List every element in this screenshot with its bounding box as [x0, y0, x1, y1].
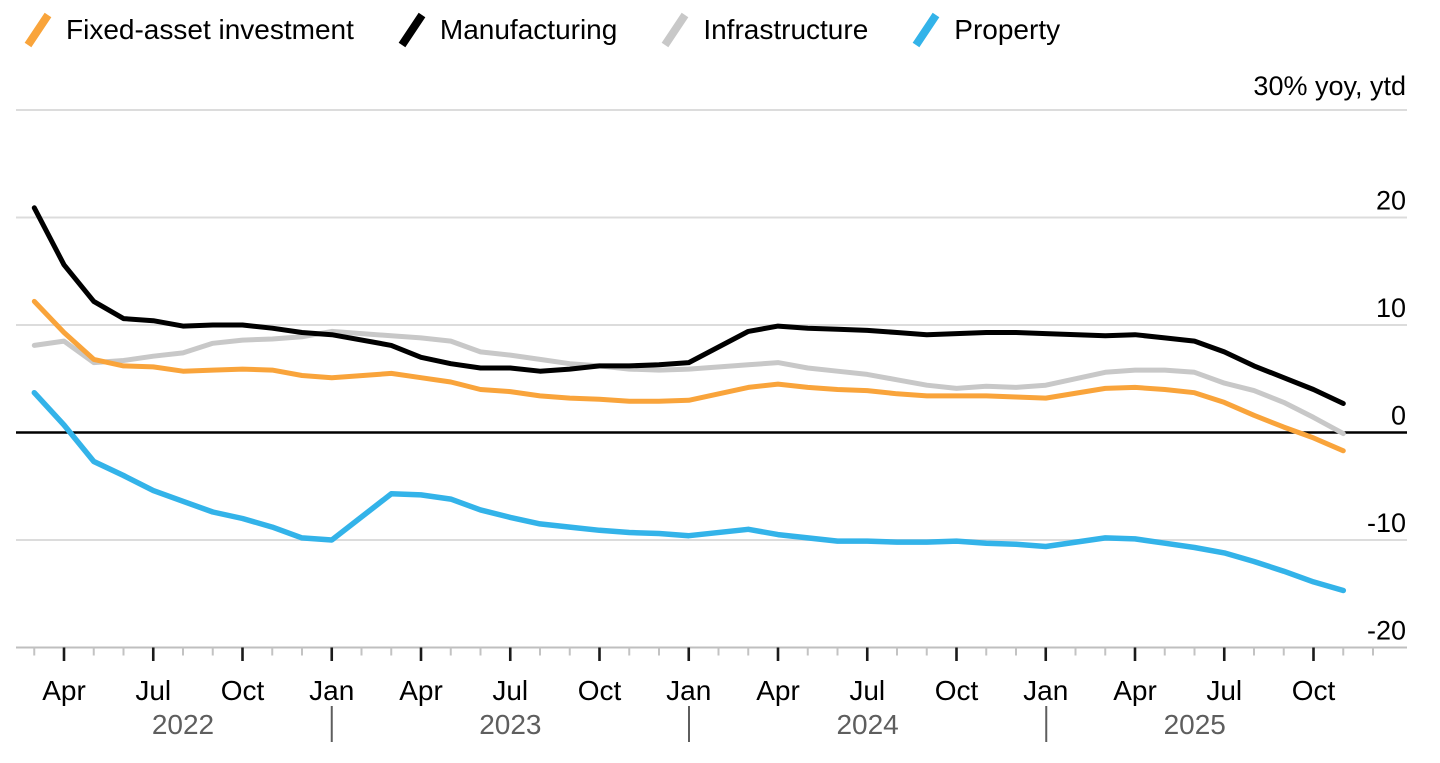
x-tick-label: Apr: [1113, 675, 1157, 706]
legend-item-fixed-asset-investment: Fixed-asset investment: [22, 11, 354, 49]
x-tick-label: Apr: [399, 675, 443, 706]
legend-label: Infrastructure: [703, 14, 869, 45]
y-tick-label: -20: [1367, 616, 1406, 646]
legend-label: Manufacturing: [439, 14, 618, 45]
series-line-property: [31, 389, 1347, 594]
legend-swatch-slash-icon: [24, 12, 52, 48]
legend-label: Fixed-asset investment: [66, 14, 354, 45]
year-label: 2023: [479, 709, 541, 740]
x-tick-label: Oct: [578, 675, 622, 706]
series-line-infrastructure: [31, 328, 1346, 437]
series-line-manufacturing: [31, 205, 1346, 406]
x-tick-label: Apr: [756, 675, 800, 706]
x-tick-label: Oct: [221, 675, 265, 706]
year-label: 2024: [836, 709, 898, 740]
x-tick-label: Oct: [1292, 675, 1336, 706]
legend: Fixed-asset investment Manufacturing Inf…: [22, 11, 1060, 49]
x-tick-label: Oct: [935, 675, 979, 706]
legend-item-manufacturing: Manufacturing: [396, 11, 617, 49]
year-label: 2025: [1164, 709, 1226, 740]
y-axis-unit-label: 30% yoy, ytd: [1253, 71, 1406, 101]
year-label: 2022: [152, 709, 214, 740]
legend-swatch-slash-icon: [661, 12, 689, 48]
x-tick-label: Jan: [666, 675, 711, 706]
x-tick-label: Jul: [135, 675, 171, 706]
y-tick-label: 0: [1391, 401, 1406, 431]
x-tick-label: Jul: [849, 675, 885, 706]
x-tick-label: Jan: [1023, 675, 1068, 706]
series-line-fixed-asset-investment: [31, 298, 1346, 454]
y-tick-label: 10: [1376, 293, 1406, 323]
x-tick-label: Jul: [492, 675, 528, 706]
y-tick-label: -10: [1367, 508, 1406, 538]
legend-item-infrastructure: Infrastructure: [659, 11, 868, 49]
y-tick-label: 20: [1376, 186, 1406, 216]
legend-item-property: Property: [910, 11, 1060, 49]
x-tick-label: Apr: [42, 675, 86, 706]
x-tick-label: Jan: [309, 675, 354, 706]
legend-label: Property: [954, 14, 1061, 45]
legend-swatch-slash-icon: [398, 12, 426, 48]
x-tick-label: Jul: [1206, 675, 1242, 706]
legend-swatch-slash-icon: [912, 12, 940, 48]
